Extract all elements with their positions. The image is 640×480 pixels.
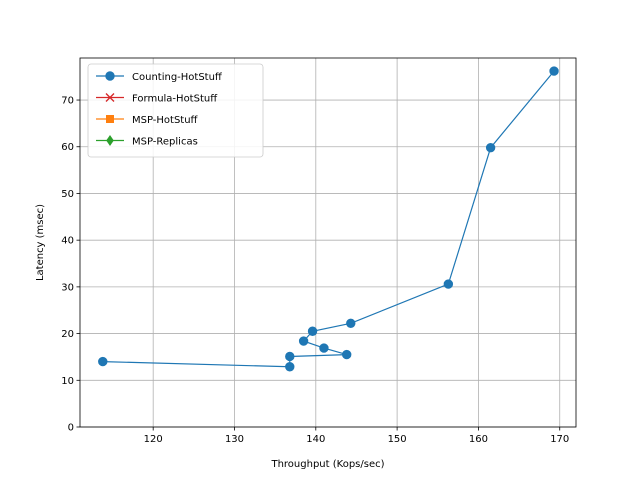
- legend-item: MSP-Replicas: [96, 135, 198, 148]
- legend-marker: [106, 135, 114, 146]
- y-tick-label: 40: [61, 236, 74, 247]
- data-point: [98, 356, 108, 367]
- x-tick-label: 120: [144, 434, 163, 445]
- x-axis-ticks: 120 130 140 150 160 170: [144, 427, 569, 445]
- legend-label: MSP-Replicas: [132, 137, 198, 148]
- x-tick-label: 170: [550, 434, 569, 445]
- data-point: [298, 336, 309, 346]
- y-tick-label: 70: [61, 96, 74, 107]
- y-tick-label: 30: [61, 282, 74, 293]
- legend-item: Counting-HotStuff: [96, 71, 223, 83]
- legend-marker: [106, 115, 114, 123]
- x-tick-label: 140: [306, 434, 325, 445]
- axes-frame: [79, 57, 577, 428]
- data-point: [285, 362, 295, 372]
- data-point: [346, 318, 356, 329]
- legend: Counting-HotStuff Formula-HotStuff MSP-Hot…: [87, 63, 264, 158]
- legend-marker: [105, 93, 115, 102]
- data-point: [285, 351, 295, 362]
- x-tick-label: 160: [469, 434, 488, 445]
- data-point: [307, 326, 318, 336]
- legend-label: Counting-HotStuff: [132, 72, 223, 83]
- legend-box: [87, 63, 264, 158]
- series-0: [98, 66, 559, 372]
- legend-label: MSP-HotStuff: [132, 115, 199, 126]
- legend-marker: [105, 71, 115, 81]
- data-point: [485, 142, 496, 153]
- y-axis-label: Latency (msec): [35, 204, 46, 281]
- data-point: [443, 279, 454, 289]
- x-axis-label: Throughput (Kops/sec): [270, 459, 384, 470]
- y-tick-label: 10: [61, 376, 74, 387]
- legend-item: Formula-HotStuff: [96, 93, 218, 105]
- y-tick-label: 20: [61, 329, 74, 340]
- legend-item: MSP-HotStuff: [96, 115, 199, 126]
- data-point: [549, 66, 559, 76]
- y-axis-ticks: 0 10 20 30 40 50 60 70: [61, 96, 80, 434]
- y-tick-label: 60: [61, 142, 74, 153]
- x-tick-label: 150: [388, 434, 407, 445]
- y-tick-label: 50: [61, 189, 74, 200]
- series-layer: [98, 66, 559, 372]
- data-point: [319, 343, 329, 353]
- legend-label: Formula-HotStuff: [132, 94, 218, 105]
- grid: [80, 58, 576, 428]
- data-point: [342, 349, 352, 360]
- x-tick-label: 130: [225, 434, 244, 445]
- y-tick-label: 0: [68, 423, 74, 434]
